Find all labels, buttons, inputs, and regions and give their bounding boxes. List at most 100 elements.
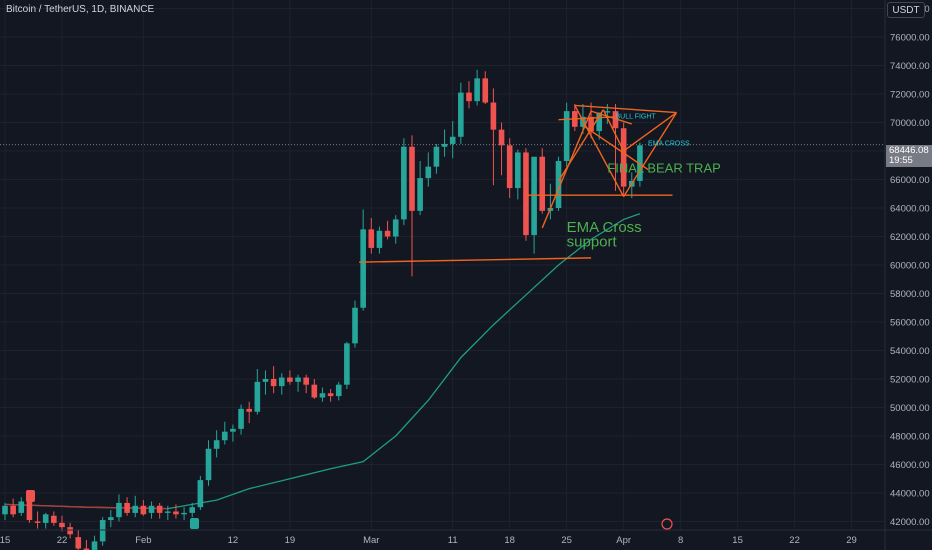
- candle: [99, 517, 106, 546]
- candle-body: [42, 514, 49, 523]
- candle: [620, 122, 627, 197]
- y-tick-label: 56000.00: [890, 317, 930, 328]
- candle-body: [392, 219, 399, 237]
- candle-body: [458, 92, 464, 137]
- y-tick-label: 70000.00: [890, 118, 930, 129]
- bull-fight-zigzag-3: [623, 111, 677, 152]
- y-tick-label: 76000.00: [890, 33, 930, 44]
- ema-cross-line: [541, 110, 592, 229]
- bar-countdown: 19:55: [889, 155, 913, 166]
- candle-body: [335, 384, 342, 397]
- candle-body: [287, 377, 293, 382]
- candle-body: [295, 377, 301, 382]
- candle-body: [506, 145, 513, 189]
- y-tick-label: 46000.00: [890, 460, 930, 471]
- candle-body: [2, 505, 8, 515]
- candle-body: [409, 146, 415, 211]
- candle: [490, 88, 497, 186]
- candle: [458, 82, 464, 144]
- candle-body: [108, 517, 114, 521]
- y-tick-label: 62000.00: [890, 232, 930, 243]
- candle: [409, 135, 415, 277]
- candle: [165, 505, 171, 521]
- candle-body: [246, 408, 252, 412]
- candle: [18, 497, 25, 516]
- x-tick-label: Mar: [363, 535, 379, 546]
- candle-body: [51, 515, 57, 523]
- candle: [515, 149, 521, 200]
- candle-body: [156, 505, 163, 513]
- candle: [401, 138, 407, 226]
- annotation-final-bear-trap: FINAL BEAR TRAP: [607, 160, 720, 175]
- y-tick-label: 60000.00: [890, 261, 930, 272]
- candle-body: [59, 522, 65, 528]
- y-tick-label: 54000.00: [890, 346, 930, 357]
- candle: [433, 143, 440, 174]
- candle-body: [441, 143, 448, 147]
- candle-body: [498, 129, 505, 146]
- candle-body: [230, 428, 236, 432]
- candle: [295, 374, 301, 392]
- candle: [335, 381, 342, 401]
- candle: [531, 156, 537, 254]
- candle: [213, 430, 220, 458]
- candle-body: [474, 78, 480, 102]
- y-tick-label: 48000.00: [890, 431, 930, 442]
- candle-body: [26, 501, 33, 521]
- candle-body: [75, 537, 82, 549]
- candle: [205, 440, 212, 486]
- candle-body: [148, 505, 155, 513]
- candle: [262, 370, 269, 395]
- triangle-right: [623, 112, 678, 197]
- y-tick-label: 74000.00: [890, 61, 930, 72]
- candle: [392, 215, 399, 244]
- candle-body: [165, 511, 171, 513]
- candle: [344, 341, 350, 389]
- y-tick-label: 64000.00: [890, 204, 930, 215]
- candle: [91, 535, 98, 550]
- candle: [278, 373, 285, 395]
- candle-body: [490, 102, 497, 130]
- candle-body: [221, 431, 228, 441]
- ema-cross-line-2: [590, 110, 632, 125]
- candle: [270, 366, 277, 394]
- candle: [108, 510, 114, 528]
- candle: [51, 511, 57, 526]
- candle: [197, 475, 204, 511]
- bull-fight-zigzag-1: [557, 109, 604, 182]
- candle: [189, 502, 196, 518]
- candle-body: [91, 541, 98, 550]
- candle: [2, 502, 8, 521]
- candle-body: [10, 505, 16, 515]
- currency-button[interactable]: USDT: [887, 2, 925, 18]
- x-tick-label: 15: [0, 535, 10, 546]
- candle-body: [449, 136, 456, 144]
- x-tick-label: 29: [846, 535, 857, 546]
- candle-body: [18, 501, 25, 513]
- candle: [384, 220, 391, 240]
- candle: [498, 122, 505, 176]
- candle: [67, 522, 73, 539]
- candle-body: [417, 178, 423, 211]
- y-tick-label: 58000.00: [890, 289, 930, 300]
- event-marker-red: [26, 490, 35, 502]
- support-line: [359, 257, 592, 263]
- candle-body: [588, 116, 594, 132]
- candle-body: [376, 230, 383, 248]
- candle-body: [319, 393, 326, 398]
- range-high-line: [558, 116, 616, 121]
- candle-body: [213, 440, 220, 449]
- x-tick-label: 8: [678, 535, 683, 546]
- drawings-layer: [359, 104, 678, 263]
- candle-body: [515, 152, 521, 189]
- last-price-tag: 68446.08 19:55: [886, 145, 932, 167]
- time-axis[interactable]: 15 22 Feb 12 19 Mar 11 18 25 Apr 8 15 22 29: [0, 529, 932, 546]
- candle-body: [34, 521, 41, 523]
- candle: [303, 374, 309, 394]
- lightning-icon: [661, 518, 673, 530]
- candle-body: [278, 377, 285, 387]
- candle: [10, 498, 16, 518]
